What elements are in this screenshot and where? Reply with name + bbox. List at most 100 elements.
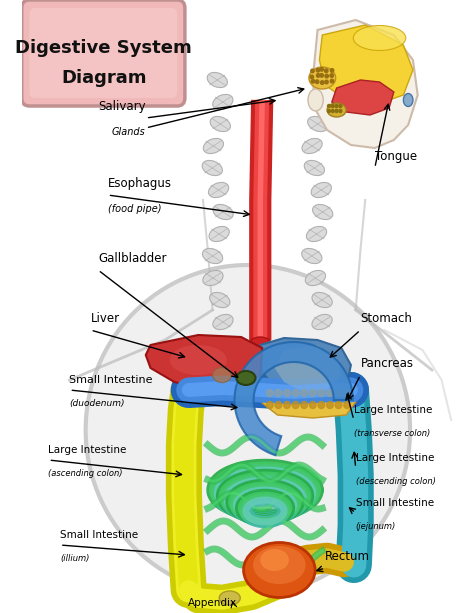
Circle shape: [266, 402, 273, 408]
Text: Glands: Glands: [112, 127, 146, 137]
Ellipse shape: [209, 183, 228, 197]
FancyBboxPatch shape: [29, 8, 177, 98]
Circle shape: [339, 110, 342, 113]
Ellipse shape: [304, 161, 325, 175]
Ellipse shape: [212, 368, 232, 383]
Text: (food pipe): (food pipe): [108, 204, 161, 214]
Ellipse shape: [237, 371, 255, 385]
Ellipse shape: [249, 337, 272, 353]
Text: (illium): (illium): [60, 554, 89, 563]
Ellipse shape: [253, 546, 306, 584]
Text: Appendix: Appendix: [188, 598, 237, 608]
Circle shape: [325, 80, 328, 84]
Text: Large Intestine: Large Intestine: [354, 405, 432, 415]
Polygon shape: [251, 260, 269, 300]
Text: (transverse colon): (transverse colon): [354, 429, 430, 438]
Circle shape: [327, 389, 333, 397]
Text: Small Intestine: Small Intestine: [69, 375, 153, 385]
Circle shape: [301, 402, 308, 408]
Circle shape: [330, 69, 334, 72]
Ellipse shape: [213, 314, 233, 330]
Ellipse shape: [86, 265, 410, 595]
Circle shape: [335, 110, 338, 113]
Text: Salivary: Salivary: [98, 100, 146, 113]
Text: Diagram: Diagram: [61, 69, 146, 87]
Ellipse shape: [312, 314, 332, 330]
Circle shape: [292, 402, 299, 408]
Ellipse shape: [353, 26, 406, 50]
Circle shape: [317, 74, 320, 77]
Circle shape: [335, 389, 342, 397]
Ellipse shape: [213, 204, 233, 219]
Ellipse shape: [302, 139, 322, 154]
Circle shape: [330, 74, 333, 77]
Ellipse shape: [203, 139, 224, 154]
Polygon shape: [253, 180, 271, 220]
Circle shape: [335, 104, 338, 107]
Circle shape: [318, 402, 325, 408]
Circle shape: [320, 81, 324, 85]
Ellipse shape: [213, 94, 233, 110]
Polygon shape: [255, 100, 273, 140]
Text: Small Intestine: Small Intestine: [60, 530, 138, 540]
Text: Stomach: Stomach: [360, 312, 412, 325]
Polygon shape: [235, 342, 353, 455]
Ellipse shape: [310, 72, 330, 88]
Circle shape: [283, 389, 290, 397]
Circle shape: [344, 389, 350, 397]
Polygon shape: [254, 140, 272, 180]
Polygon shape: [262, 385, 356, 418]
Circle shape: [275, 389, 282, 397]
Circle shape: [331, 110, 334, 113]
Circle shape: [292, 389, 299, 397]
Ellipse shape: [312, 204, 333, 219]
Ellipse shape: [209, 226, 229, 242]
Ellipse shape: [202, 161, 222, 175]
Ellipse shape: [312, 292, 332, 308]
Circle shape: [325, 69, 328, 72]
Ellipse shape: [219, 591, 240, 605]
Circle shape: [301, 389, 308, 397]
Ellipse shape: [311, 183, 331, 197]
Circle shape: [275, 402, 282, 408]
Text: Rectum: Rectum: [325, 550, 370, 563]
Circle shape: [339, 104, 342, 107]
Text: (jejunum): (jejunum): [356, 522, 396, 531]
Text: (duodenum): (duodenum): [69, 399, 125, 408]
Circle shape: [331, 104, 334, 107]
Circle shape: [318, 389, 325, 397]
Ellipse shape: [207, 72, 228, 88]
Circle shape: [328, 104, 330, 107]
Circle shape: [310, 75, 313, 78]
Ellipse shape: [306, 226, 327, 242]
Text: Large Intestine: Large Intestine: [356, 453, 434, 463]
Polygon shape: [319, 25, 413, 105]
Ellipse shape: [403, 94, 413, 107]
FancyBboxPatch shape: [22, 0, 185, 106]
Polygon shape: [274, 345, 341, 392]
Ellipse shape: [301, 248, 322, 264]
Polygon shape: [252, 220, 270, 260]
Text: Liver: Liver: [91, 312, 119, 325]
Ellipse shape: [202, 248, 223, 264]
Polygon shape: [250, 300, 268, 340]
Ellipse shape: [244, 543, 315, 598]
Polygon shape: [146, 335, 262, 390]
Polygon shape: [313, 20, 418, 148]
Ellipse shape: [327, 103, 346, 117]
Circle shape: [310, 402, 316, 408]
Ellipse shape: [210, 116, 230, 132]
Text: Gallbladder: Gallbladder: [98, 252, 166, 265]
Circle shape: [283, 402, 290, 408]
Circle shape: [311, 80, 315, 83]
Circle shape: [330, 79, 334, 83]
Text: Small Intestine: Small Intestine: [356, 498, 434, 508]
Circle shape: [315, 80, 319, 83]
Text: (descending colon): (descending colon): [356, 477, 436, 486]
Ellipse shape: [305, 270, 326, 286]
Text: Large Intestine: Large Intestine: [48, 445, 127, 455]
Ellipse shape: [308, 89, 323, 111]
Circle shape: [266, 389, 273, 397]
Text: Esophagus: Esophagus: [108, 177, 172, 190]
Ellipse shape: [313, 94, 333, 110]
